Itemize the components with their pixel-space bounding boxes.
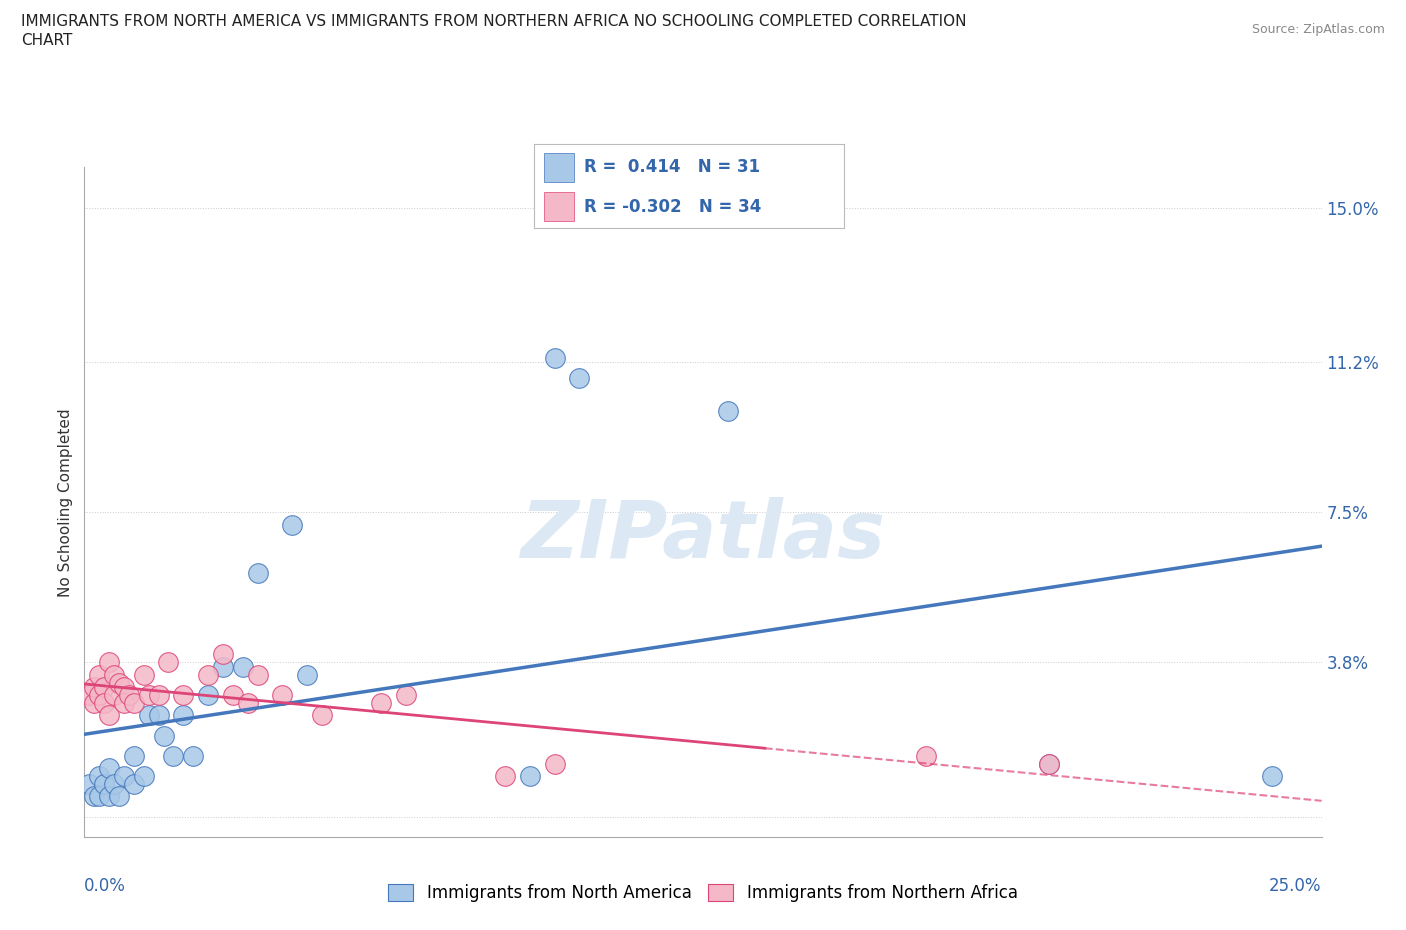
Point: [152, 728, 174, 743]
Point: [172, 687, 194, 702]
Point: [281, 517, 304, 532]
Point: [236, 696, 259, 711]
Text: IMMIGRANTS FROM NORTH AMERICA VS IMMIGRANTS FROM NORTHERN AFRICA NO SCHOOLING CO: IMMIGRANTS FROM NORTH AMERICA VS IMMIGRA…: [21, 14, 966, 29]
Point: [132, 667, 155, 682]
Point: [112, 680, 135, 695]
Point: [1261, 769, 1284, 784]
Point: [89, 769, 111, 784]
Point: [98, 789, 121, 804]
Point: [138, 687, 160, 702]
Point: [543, 351, 565, 365]
Point: [83, 696, 105, 711]
Point: [112, 769, 135, 784]
Point: [1038, 756, 1060, 771]
Point: [122, 749, 145, 764]
Point: [98, 655, 121, 670]
Point: [914, 749, 936, 764]
Point: [89, 687, 111, 702]
Point: [122, 696, 145, 711]
Point: [148, 708, 170, 723]
Point: [181, 749, 204, 764]
Text: R = -0.302   N = 34: R = -0.302 N = 34: [583, 197, 761, 216]
Point: [162, 749, 184, 764]
Point: [118, 687, 141, 702]
Point: [93, 680, 115, 695]
Point: [103, 687, 125, 702]
Point: [246, 565, 269, 580]
Point: [222, 687, 245, 702]
Point: [138, 708, 160, 723]
Point: [212, 659, 235, 674]
Point: [98, 708, 121, 723]
Point: [122, 777, 145, 791]
Point: [89, 789, 111, 804]
Point: [93, 777, 115, 791]
Bar: [544, 153, 575, 182]
Point: [112, 696, 135, 711]
Point: [103, 667, 125, 682]
Point: [568, 371, 591, 386]
Text: R =  0.414   N = 31: R = 0.414 N = 31: [583, 158, 759, 176]
Point: [172, 708, 194, 723]
Y-axis label: No Schooling Completed: No Schooling Completed: [58, 408, 73, 596]
Point: [148, 687, 170, 702]
Point: [311, 708, 333, 723]
Bar: [544, 192, 575, 221]
Point: [232, 659, 254, 674]
Point: [370, 696, 392, 711]
Point: [98, 761, 121, 776]
Point: [93, 696, 115, 711]
Point: [212, 647, 235, 662]
Text: ZIPatlas: ZIPatlas: [520, 497, 886, 575]
Point: [717, 404, 740, 418]
Point: [103, 777, 125, 791]
Legend: Immigrants from North America, Immigrants from Northern Africa: Immigrants from North America, Immigrant…: [382, 878, 1024, 909]
Point: [197, 667, 219, 682]
Point: [89, 667, 111, 682]
Point: [108, 675, 131, 690]
Point: [246, 667, 269, 682]
Text: 25.0%: 25.0%: [1270, 877, 1322, 896]
Point: [79, 687, 101, 702]
Point: [197, 687, 219, 702]
Point: [395, 687, 418, 702]
Point: [519, 769, 541, 784]
Point: [157, 655, 180, 670]
Point: [295, 667, 318, 682]
Point: [79, 777, 101, 791]
Point: [271, 687, 294, 702]
Point: [83, 789, 105, 804]
Point: [543, 756, 565, 771]
Point: [1038, 756, 1060, 771]
Point: [108, 789, 131, 804]
Point: [494, 769, 516, 784]
Text: Source: ZipAtlas.com: Source: ZipAtlas.com: [1251, 23, 1385, 36]
Text: CHART: CHART: [21, 33, 73, 47]
Point: [83, 680, 105, 695]
Text: 0.0%: 0.0%: [84, 877, 127, 896]
Point: [132, 769, 155, 784]
